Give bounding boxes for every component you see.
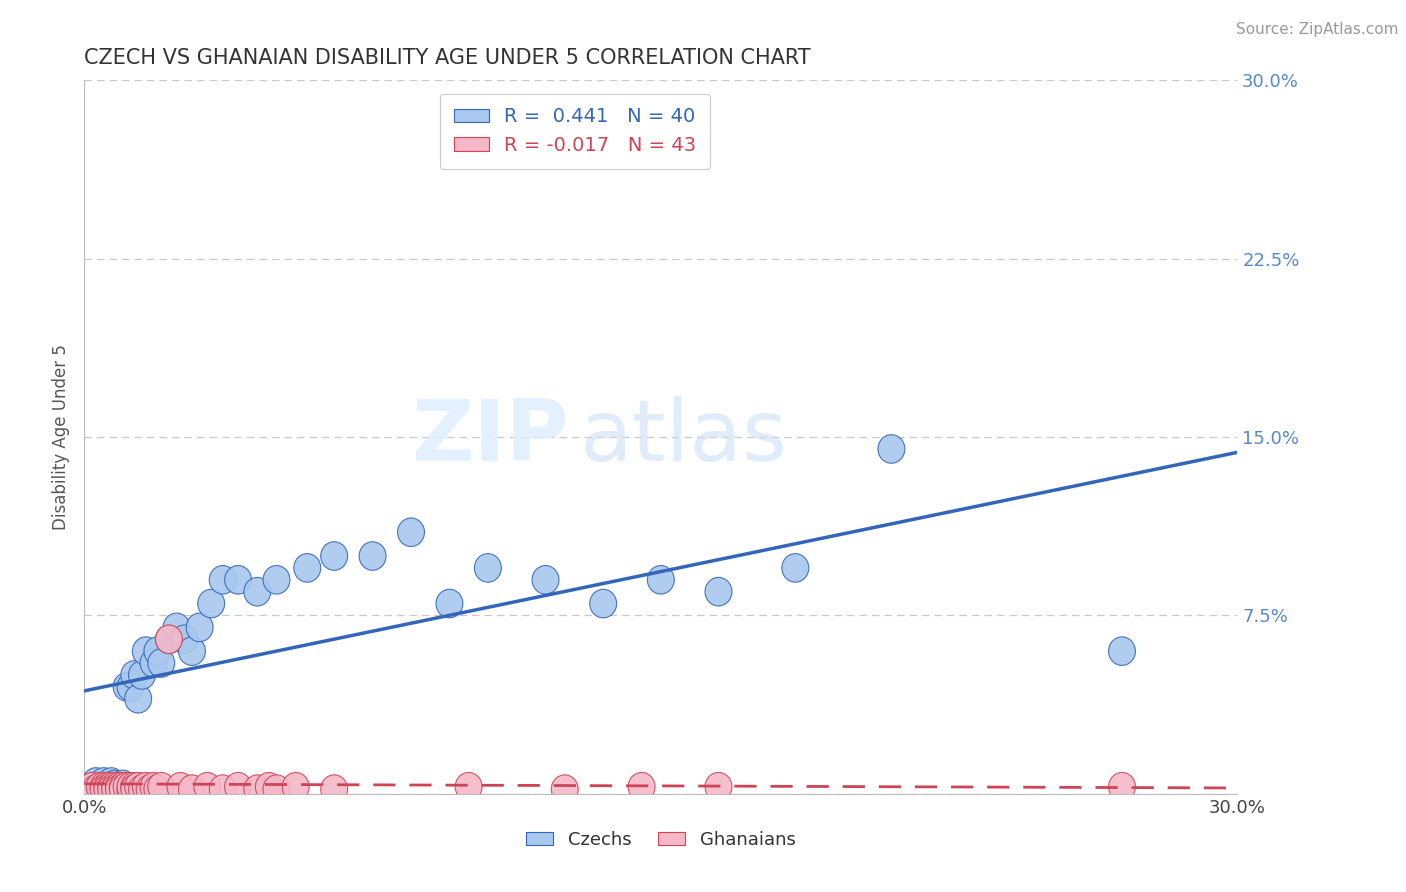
Ellipse shape <box>704 772 733 801</box>
Ellipse shape <box>209 775 236 804</box>
Ellipse shape <box>117 775 143 804</box>
Text: CZECH VS GHANAIAN DISABILITY AGE UNDER 5 CORRELATION CHART: CZECH VS GHANAIAN DISABILITY AGE UNDER 5… <box>84 47 811 68</box>
Ellipse shape <box>321 775 347 804</box>
Ellipse shape <box>98 768 125 797</box>
Ellipse shape <box>194 772 221 801</box>
Ellipse shape <box>128 775 156 804</box>
Ellipse shape <box>398 518 425 547</box>
Ellipse shape <box>98 772 125 801</box>
Text: atlas: atlas <box>581 395 789 479</box>
Ellipse shape <box>112 673 141 701</box>
Ellipse shape <box>531 566 560 594</box>
Ellipse shape <box>121 775 148 804</box>
Ellipse shape <box>105 775 132 804</box>
Ellipse shape <box>256 772 283 801</box>
Ellipse shape <box>1108 772 1136 801</box>
Ellipse shape <box>141 648 167 677</box>
Ellipse shape <box>132 637 159 665</box>
Ellipse shape <box>551 775 578 804</box>
Ellipse shape <box>117 772 143 801</box>
Ellipse shape <box>156 625 183 654</box>
Ellipse shape <box>243 577 271 606</box>
Ellipse shape <box>105 772 132 801</box>
Ellipse shape <box>136 775 163 804</box>
Ellipse shape <box>243 775 271 804</box>
Ellipse shape <box>148 648 174 677</box>
Ellipse shape <box>83 775 110 804</box>
Ellipse shape <box>179 637 205 665</box>
Ellipse shape <box>143 637 172 665</box>
Ellipse shape <box>209 566 236 594</box>
Ellipse shape <box>94 775 121 804</box>
Ellipse shape <box>225 566 252 594</box>
Ellipse shape <box>456 772 482 801</box>
Ellipse shape <box>436 590 463 618</box>
Ellipse shape <box>294 554 321 582</box>
Ellipse shape <box>647 566 675 594</box>
Text: Source: ZipAtlas.com: Source: ZipAtlas.com <box>1236 22 1399 37</box>
Ellipse shape <box>148 772 174 801</box>
Ellipse shape <box>589 590 617 618</box>
Ellipse shape <box>132 772 159 801</box>
Ellipse shape <box>283 772 309 801</box>
Ellipse shape <box>179 775 205 804</box>
Ellipse shape <box>128 661 156 690</box>
Ellipse shape <box>141 772 167 801</box>
Ellipse shape <box>105 772 132 801</box>
Ellipse shape <box>198 590 225 618</box>
Ellipse shape <box>90 775 117 804</box>
Ellipse shape <box>86 772 112 801</box>
Ellipse shape <box>225 772 252 801</box>
Ellipse shape <box>782 554 808 582</box>
Ellipse shape <box>90 772 117 801</box>
Ellipse shape <box>86 772 112 801</box>
Ellipse shape <box>125 772 152 801</box>
Ellipse shape <box>628 772 655 801</box>
Ellipse shape <box>359 541 387 570</box>
Ellipse shape <box>474 554 502 582</box>
Ellipse shape <box>1108 637 1136 665</box>
Ellipse shape <box>186 613 214 641</box>
Ellipse shape <box>156 625 183 654</box>
Ellipse shape <box>110 772 136 801</box>
Ellipse shape <box>79 772 105 801</box>
Ellipse shape <box>110 770 136 798</box>
Ellipse shape <box>143 775 172 804</box>
Ellipse shape <box>98 775 125 804</box>
Ellipse shape <box>877 434 905 463</box>
Text: ZIP: ZIP <box>411 395 568 479</box>
Ellipse shape <box>94 772 121 801</box>
Ellipse shape <box>704 577 733 606</box>
Y-axis label: Disability Age Under 5: Disability Age Under 5 <box>52 344 70 530</box>
Ellipse shape <box>90 768 117 797</box>
Ellipse shape <box>101 770 128 798</box>
Ellipse shape <box>263 566 290 594</box>
Ellipse shape <box>163 613 190 641</box>
Ellipse shape <box>172 625 198 654</box>
Ellipse shape <box>321 541 347 570</box>
Ellipse shape <box>263 775 290 804</box>
Ellipse shape <box>121 772 148 801</box>
Ellipse shape <box>110 775 136 804</box>
Ellipse shape <box>125 684 152 713</box>
Ellipse shape <box>94 772 121 801</box>
Ellipse shape <box>117 673 143 701</box>
Ellipse shape <box>101 772 128 801</box>
Ellipse shape <box>167 772 194 801</box>
Ellipse shape <box>121 661 148 690</box>
Ellipse shape <box>101 775 128 804</box>
Ellipse shape <box>83 768 110 797</box>
Legend: Czechs, Ghanaians: Czechs, Ghanaians <box>519 824 803 856</box>
Ellipse shape <box>112 772 141 801</box>
